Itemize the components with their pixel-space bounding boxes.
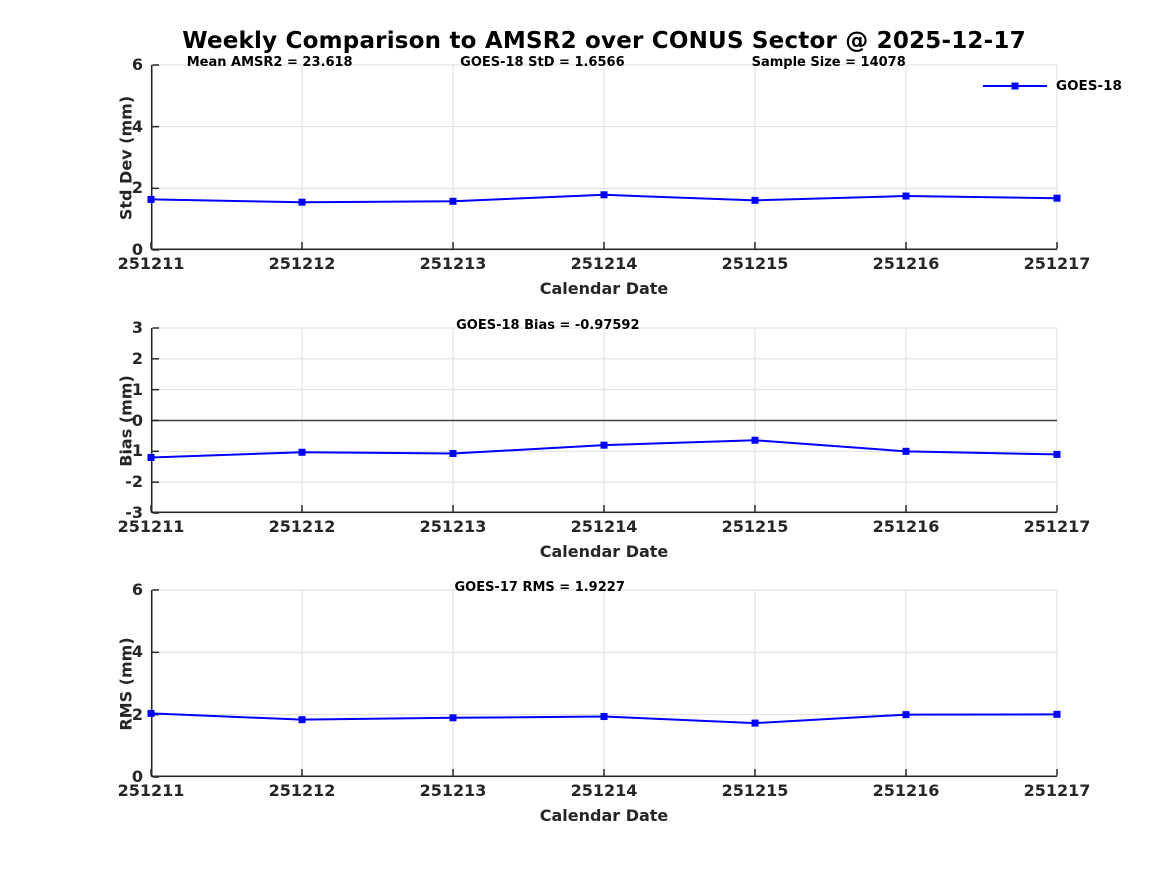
data-point-marker: [600, 191, 608, 199]
y-tick-label: 6: [131, 55, 143, 74]
x-tick-label: 251214: [570, 254, 638, 273]
x-tick-label: 251215: [721, 781, 789, 800]
x-tick-label: 251212: [268, 254, 336, 273]
y-axis-label: Bias (mm): [116, 374, 136, 467]
y-tick-label: -3: [125, 503, 143, 522]
plot-area-std-dev: [147, 64, 1061, 251]
plot-area-rms: [147, 589, 1061, 778]
x-tick-label: 251216: [872, 781, 940, 800]
x-tick-label: 251214: [570, 517, 638, 536]
x-tick-label: 251213: [419, 517, 487, 536]
legend-marker-sample: [1011, 82, 1019, 90]
plot-annotation: GOES-18 Bias = -0.97592: [456, 318, 640, 333]
x-axis-label: Calendar Date: [539, 542, 669, 561]
y-tick-label: 2: [131, 704, 143, 724]
data-point-marker: [449, 714, 457, 722]
x-tick-label: 251217: [1023, 254, 1091, 273]
x-axis-label: Calendar Date: [539, 806, 669, 825]
data-point-marker: [147, 195, 155, 203]
x-tick-label: 251217: [1023, 781, 1091, 800]
y-axis-label: Std Dev (mm): [116, 95, 136, 220]
data-point-marker: [751, 436, 759, 444]
x-tick-label: 251211: [117, 517, 185, 536]
plot-annotation: GOES-17 RMS = 1.9227: [454, 580, 625, 595]
x-tick-label: 251212: [268, 517, 336, 536]
data-point-marker: [600, 441, 608, 449]
plot-area-bias: [147, 327, 1061, 514]
legend-sample: [983, 82, 1047, 90]
x-tick-label: 251213: [419, 254, 487, 273]
data-point-marker: [751, 719, 759, 727]
y-tick-label: 2: [131, 348, 143, 368]
data-point-marker: [147, 454, 155, 461]
data-point-marker: [751, 196, 759, 204]
data-point-marker: [902, 447, 910, 455]
data-point-marker: [298, 716, 306, 724]
y-axis-label: RMS (mm): [116, 636, 136, 731]
x-tick-label: 251212: [268, 781, 336, 800]
y-tick-label: 1: [131, 379, 143, 399]
plot-annotation: GOES-18 StD = 1.6566: [460, 55, 625, 70]
data-point-marker: [298, 448, 306, 456]
legend-label: GOES-18: [1056, 78, 1122, 94]
y-tick-label: -2: [125, 472, 143, 492]
data-point-marker: [449, 449, 457, 457]
y-tick-label: 6: [131, 580, 143, 599]
data-point-marker: [1053, 194, 1061, 202]
y-tick-label: -1: [125, 441, 143, 461]
data-point-marker: [298, 198, 306, 206]
x-tick-label: 251216: [872, 254, 940, 273]
x-tick-label: 251216: [872, 517, 940, 536]
data-point-marker: [902, 711, 910, 719]
plot-annotation: Sample Size = 14078: [751, 55, 906, 70]
x-tick-label: 251214: [570, 781, 638, 800]
x-tick-label: 251215: [721, 254, 789, 273]
data-point-marker: [1053, 450, 1061, 458]
y-tick-label: 3: [131, 318, 143, 337]
y-tick-label: 4: [131, 116, 143, 136]
y-tick-label: 0: [131, 410, 143, 430]
data-point-marker: [449, 197, 457, 205]
x-axis-label: Calendar Date: [539, 279, 669, 298]
data-point-marker: [902, 192, 910, 200]
x-tick-label: 251211: [117, 781, 185, 800]
data-point-marker: [600, 713, 608, 721]
x-tick-label: 251215: [721, 517, 789, 536]
x-tick-label: 251213: [419, 781, 487, 800]
x-tick-label: 251217: [1023, 517, 1091, 536]
plot-annotation: Mean AMSR2 = 23.618: [186, 55, 353, 70]
y-tick-label: 0: [131, 240, 143, 259]
figure-title: Weekly Comparison to AMSR2 over CONUS Se…: [182, 28, 1026, 54]
legend: GOES-18: [980, 78, 1122, 94]
x-tick-label: 251211: [117, 254, 185, 273]
y-tick-label: 2: [131, 178, 143, 198]
data-point-marker: [1053, 710, 1061, 718]
y-tick-label: 0: [131, 767, 143, 786]
y-tick-label: 4: [131, 642, 143, 662]
data-point-marker: [147, 709, 155, 717]
